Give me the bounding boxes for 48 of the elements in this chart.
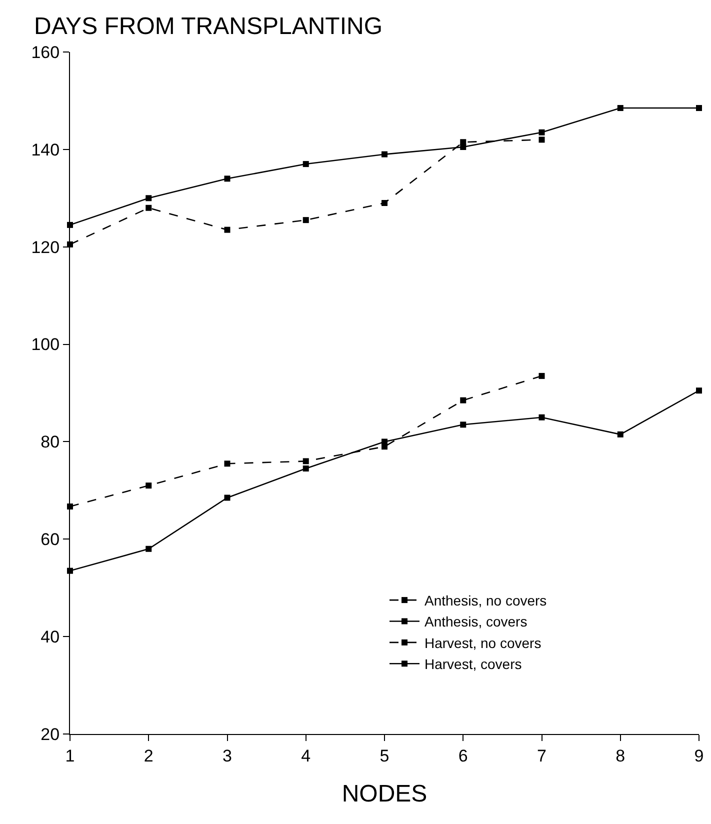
x-tick-label: 7 (537, 746, 546, 766)
point (538, 372, 545, 379)
point (302, 466, 309, 472)
point (224, 176, 230, 182)
point (538, 414, 545, 420)
legend-label: Anthesis, no covers (424, 592, 547, 608)
legend-label: Harvest, no covers (424, 634, 542, 651)
point (224, 226, 230, 233)
point (146, 482, 152, 489)
y-tick-label: 120 (31, 238, 60, 257)
point (302, 458, 309, 464)
x-tick-label: 6 (458, 746, 468, 766)
y-tick-label: 80 (40, 432, 60, 452)
x-tick-label: 5 (380, 746, 390, 766)
point (224, 494, 230, 501)
legend-label: Harvest, covers (424, 656, 522, 672)
point (696, 388, 702, 394)
point (617, 105, 624, 112)
x-tick-label: 9 (694, 746, 704, 766)
point (538, 136, 545, 143)
x-axis-title: NODES (342, 780, 428, 808)
point (382, 151, 388, 158)
x-tick-label: 3 (222, 746, 232, 766)
point (302, 161, 309, 168)
y-tick-label: 100 (31, 335, 60, 354)
y-axis-title: DAYS FROM TRANSPLANTING (34, 13, 382, 40)
point (302, 217, 309, 224)
point (224, 460, 230, 467)
point (460, 422, 466, 428)
y-tick-label: 60 (40, 530, 60, 550)
point (460, 144, 466, 150)
legend-label: Anthesis, covers (424, 614, 528, 630)
x-tick-label: 4 (301, 746, 311, 766)
point (538, 129, 545, 136)
y-tick-label: 160 (31, 42, 60, 62)
y-tick-label: 140 (31, 140, 60, 160)
y-tick-label: 20 (40, 724, 60, 744)
y-tick-label: 40 (40, 628, 60, 647)
point (696, 105, 702, 112)
x-tick-label: 2 (144, 746, 154, 766)
x-tick-label: 1 (65, 746, 75, 766)
point (617, 431, 624, 438)
point (146, 546, 152, 552)
point (382, 200, 388, 206)
point (146, 204, 152, 211)
point (146, 195, 152, 202)
x-tick-label: 8 (616, 746, 626, 766)
point (460, 397, 466, 404)
